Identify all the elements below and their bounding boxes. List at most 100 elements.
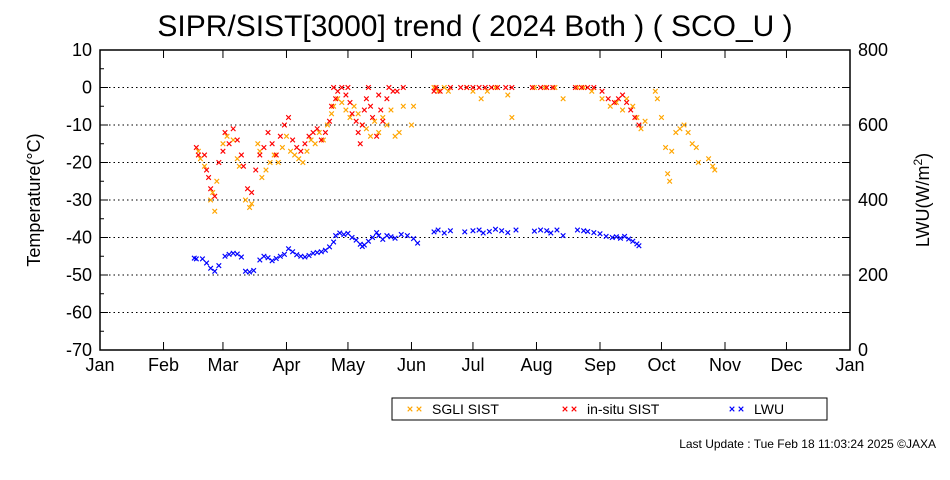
data-point <box>330 84 337 91</box>
y2-axis-label-base: LWU(W/m <box>913 166 933 248</box>
data-point <box>712 167 718 173</box>
data-point <box>666 178 673 184</box>
series-group <box>193 84 642 199</box>
data-point <box>287 148 294 154</box>
data-point <box>302 141 308 147</box>
data-point <box>578 84 585 91</box>
data-point <box>537 227 544 233</box>
data-point <box>347 114 353 121</box>
data-point <box>277 253 284 259</box>
data-point <box>447 84 454 91</box>
data-point <box>613 99 620 106</box>
data-point <box>669 148 675 154</box>
data-point <box>410 235 417 242</box>
data-point <box>617 235 624 241</box>
y2-tick-label: 600 <box>858 115 888 135</box>
data-point <box>230 126 236 132</box>
data-point <box>484 88 490 94</box>
legend-marker <box>738 406 744 412</box>
data-point <box>384 96 390 102</box>
data-point <box>328 103 335 109</box>
legend-marker <box>571 406 577 412</box>
data-point <box>214 178 220 184</box>
data-point <box>384 122 390 128</box>
data-point <box>289 249 296 255</box>
data-point <box>314 126 320 132</box>
data-point <box>357 141 363 147</box>
data-point <box>541 84 548 91</box>
data-point <box>279 144 286 151</box>
data-point <box>619 107 626 113</box>
data-point <box>328 111 335 117</box>
y-tick-label: -20 <box>66 153 92 173</box>
data-point <box>560 232 566 239</box>
data-point <box>201 152 208 158</box>
data-point <box>306 252 312 259</box>
data-point <box>376 92 382 98</box>
y2-axis-label-end: ) <box>913 153 933 159</box>
data-point <box>339 84 345 91</box>
data-point <box>574 227 581 233</box>
data-point <box>445 88 452 94</box>
data-point <box>316 129 322 136</box>
data-point <box>212 208 218 214</box>
data-point <box>351 103 357 109</box>
data-point <box>462 229 468 235</box>
data-point <box>212 193 218 199</box>
data-point <box>560 96 566 102</box>
data-point <box>509 114 515 121</box>
y2-tick-label: 800 <box>858 40 888 60</box>
legend-marker <box>416 406 422 412</box>
data-point <box>476 84 482 91</box>
data-point <box>572 84 579 91</box>
x-tick-label: Jul <box>461 355 484 375</box>
data-point <box>238 152 245 158</box>
data-point <box>630 238 636 244</box>
data-point <box>376 129 382 136</box>
data-point <box>361 107 368 113</box>
data-point <box>261 253 267 259</box>
data-point <box>626 236 632 242</box>
data-point <box>509 84 515 91</box>
data-point <box>207 265 214 271</box>
data-point <box>359 122 365 128</box>
data-point <box>705 156 712 162</box>
data-point <box>318 137 324 143</box>
data-point <box>353 118 359 124</box>
data-point <box>585 228 591 235</box>
y2-tick-label: 200 <box>858 265 888 285</box>
data-point <box>585 84 591 91</box>
data-point <box>613 234 620 240</box>
data-point <box>365 84 372 91</box>
legend-label: LWU <box>754 401 784 417</box>
data-point <box>621 233 628 240</box>
data-point <box>207 197 214 203</box>
data-point <box>597 231 603 237</box>
series-group <box>195 84 718 214</box>
data-point <box>611 99 618 106</box>
data-point <box>384 232 390 239</box>
data-point <box>664 171 671 177</box>
data-point <box>339 99 345 106</box>
data-point <box>291 152 298 158</box>
y2-tick-label: 0 <box>858 340 868 360</box>
data-point <box>367 103 374 109</box>
data-point <box>636 243 642 249</box>
data-point <box>544 84 550 91</box>
data-point <box>265 255 271 261</box>
data-point <box>431 88 437 94</box>
data-point <box>373 229 380 236</box>
data-point <box>267 159 273 166</box>
data-point <box>503 84 509 91</box>
data-point <box>589 88 595 94</box>
data-point <box>505 92 511 98</box>
chart-title: SIPR/SIST[3000] trend ( 2024 Both ) ( SC… <box>157 10 792 43</box>
data-point <box>630 103 636 109</box>
data-point <box>345 84 351 91</box>
data-point <box>242 268 249 274</box>
data-point <box>531 228 538 234</box>
data-point <box>240 163 247 169</box>
data-point <box>222 129 228 136</box>
data-point <box>544 228 550 234</box>
data-point <box>322 129 329 136</box>
